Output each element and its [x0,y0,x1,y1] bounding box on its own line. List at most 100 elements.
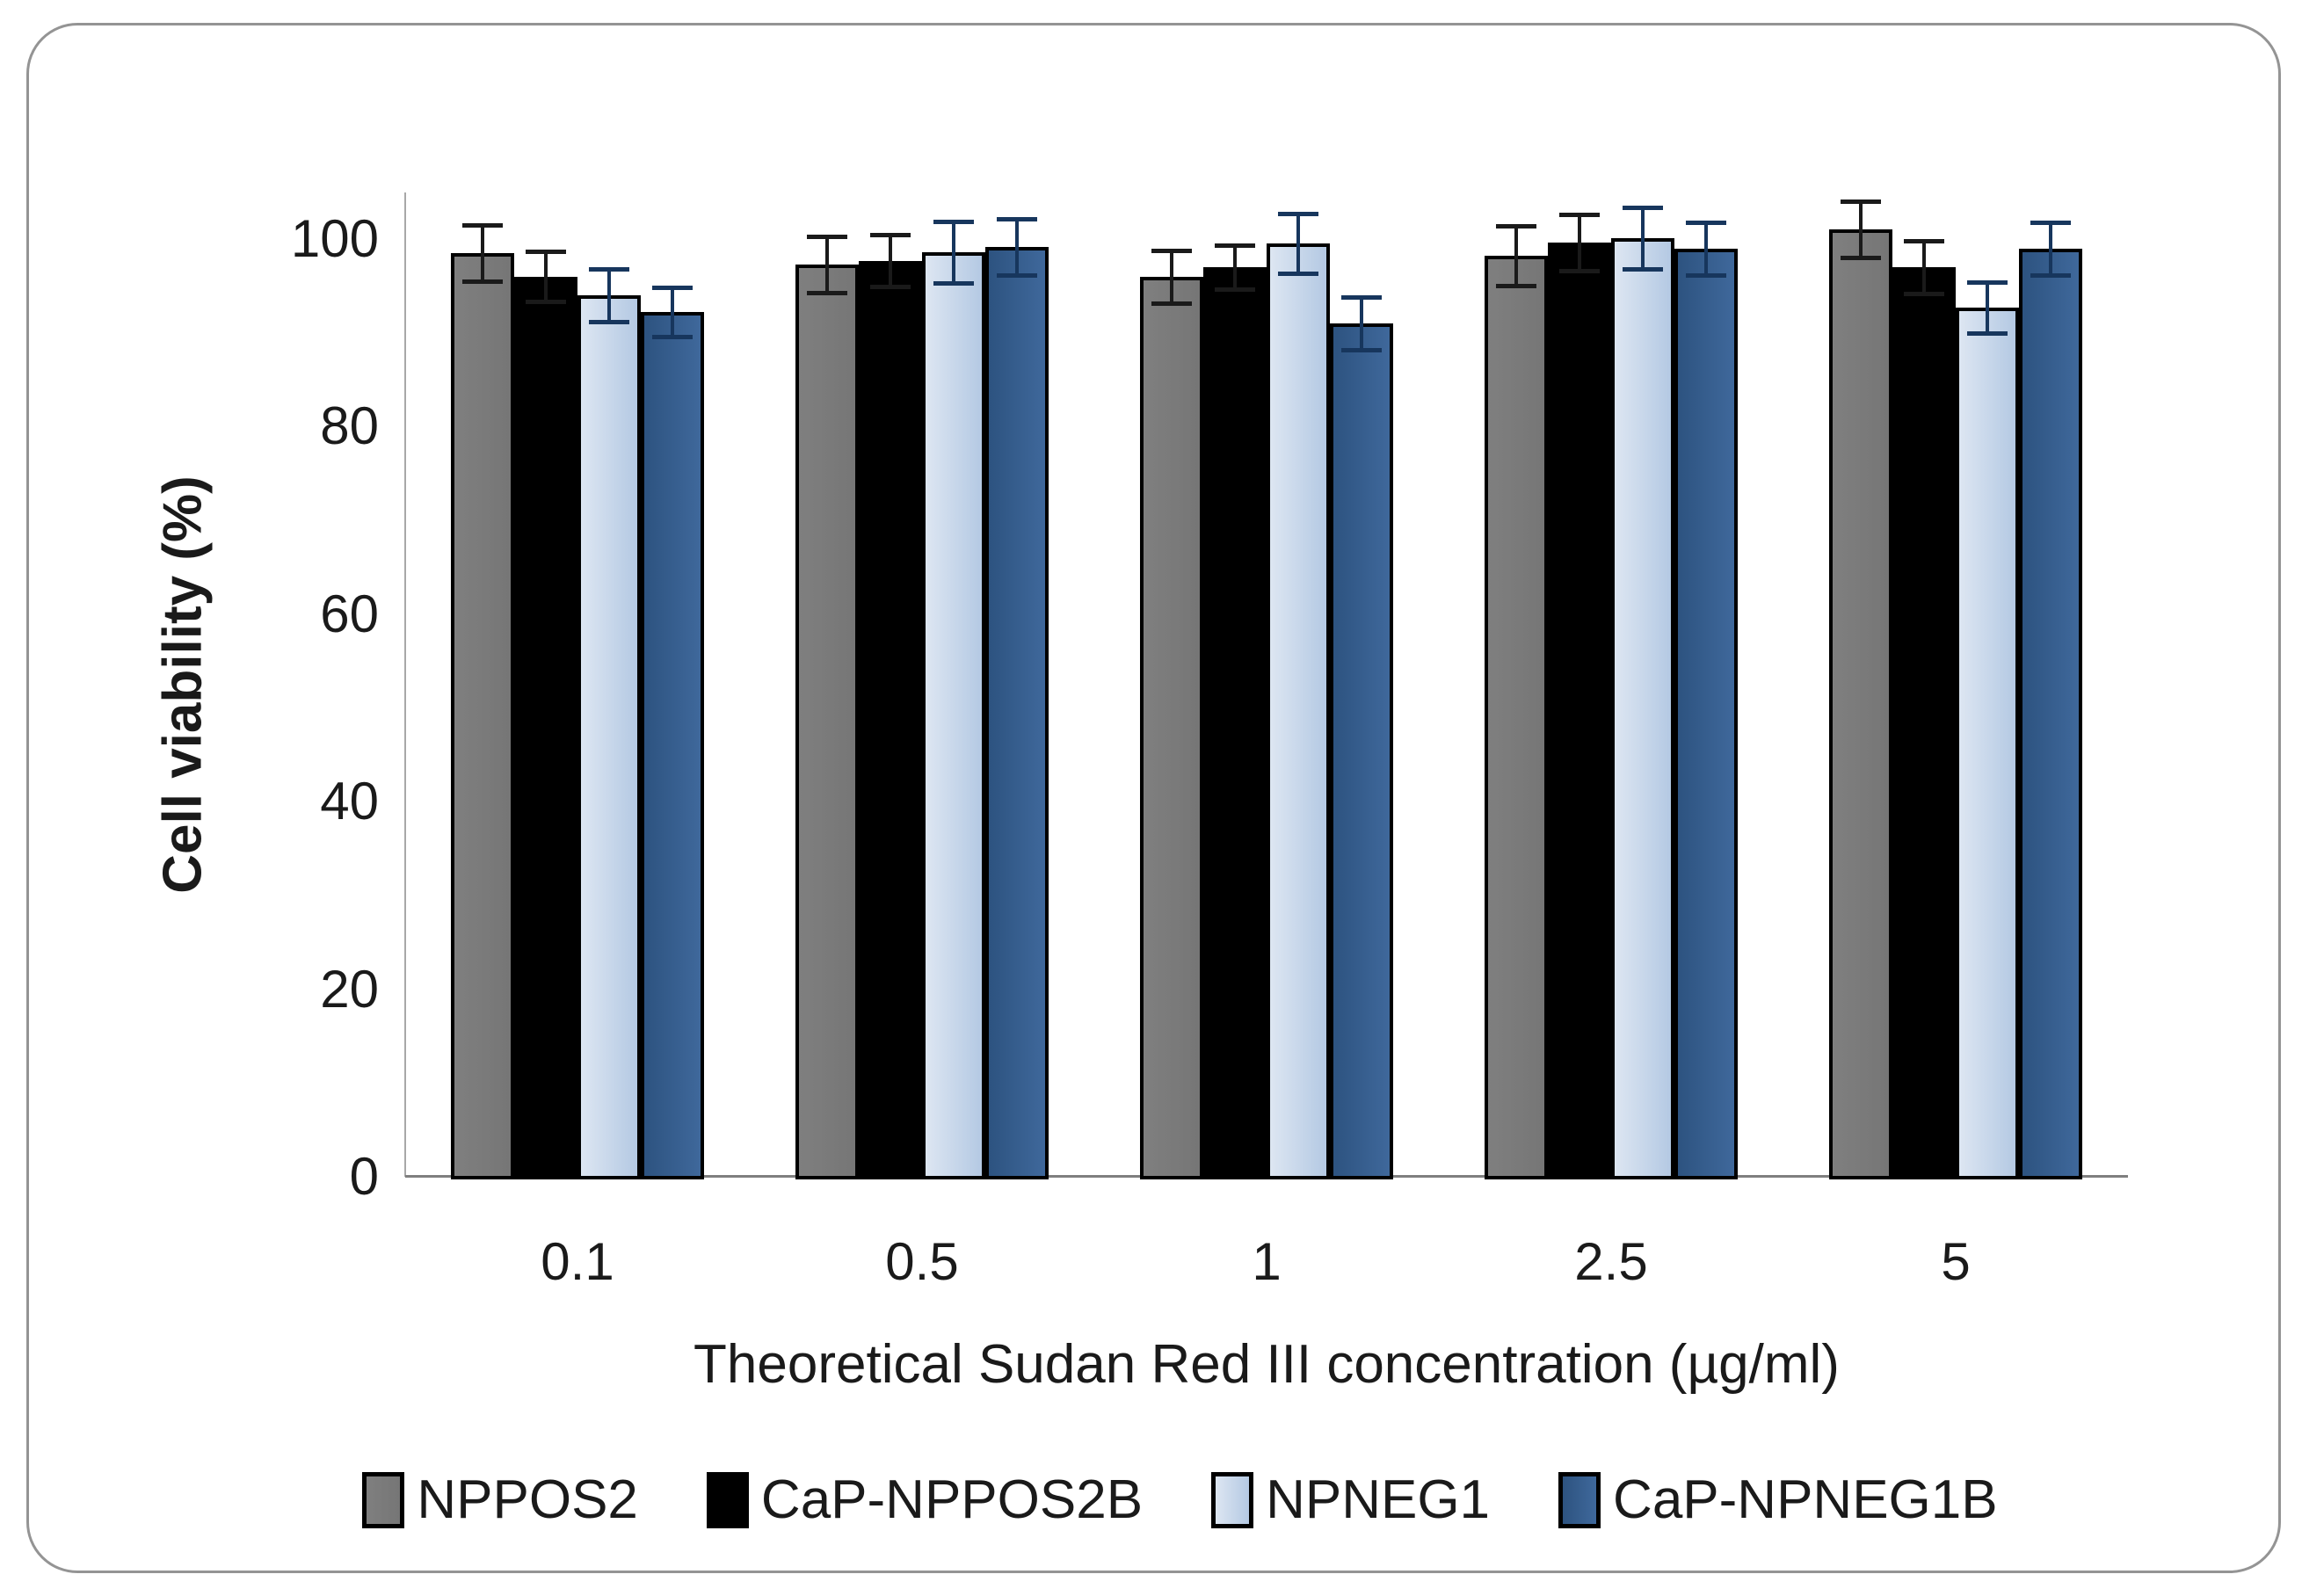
bar-CaP-NPNEG1B-1 [1330,323,1393,1179]
error-bar-cap [2030,220,2071,225]
y-tick-label: 20 [320,959,379,1019]
legend-item-NPPOS2: NPPOS2 [362,1469,638,1531]
error-bar-CaP-NPNEG1B-1 [1360,297,1363,350]
error-bar-cap [1841,256,1881,261]
error-bar-NPPOS2-0.1 [481,224,484,281]
bar-CaP-NPPOS2B-0.5 [859,260,922,1179]
error-bar-cap [1496,284,1536,289]
error-bar-cap [1841,200,1881,205]
error-bar-cap [1623,267,1663,272]
error-bar-cap [1341,347,1382,352]
bar-CaP-NPNEG1B-2.5 [1674,248,1738,1179]
error-bar-NPNEG1-2.5 [1641,207,1645,270]
error-bar-cap [589,267,629,272]
legend-swatch [1558,1471,1601,1528]
y-axis-line [404,192,406,1177]
bar-NPNEG1-2.5 [1611,237,1674,1179]
error-bar-cap [1686,220,1726,225]
legend-swatch [1211,1471,1254,1528]
legend-item-CaP-NPPOS2B: CaP-NPPOS2B [706,1469,1144,1531]
x-tick-label: 0.5 [885,1232,959,1291]
error-bar-cap [2030,272,2071,278]
x-tick-label: 1 [1252,1232,1282,1291]
error-bar-cap [807,234,847,239]
figure-card: Cell viability (%) 100 80 60 40 20 0 0.1 0.5 1 2… [26,23,2281,1573]
error-bar-cap [589,319,629,324]
bar-CaP-NPNEG1B-5 [2019,248,2082,1179]
error-bar-cap [1967,330,2008,336]
error-bar-NPNEG1-1 [1296,214,1300,274]
bar-CaP-NPPOS2B-2.5 [1548,243,1611,1179]
error-bar-CaP-NPNEG1B-0.1 [671,287,674,337]
error-bar-CaP-NPPOS2B-2.5 [1578,214,1581,272]
legend-label: CaP-NPPOS2B [760,1469,1144,1530]
error-bar-NPNEG1-5 [1986,282,1989,333]
error-bar-NPPOS2-5 [1859,201,1863,258]
error-bar-cap [1215,243,1255,249]
error-bar-CaP-NPNEG1B-5 [2049,221,2052,275]
error-bar-cap [1151,301,1192,306]
legend-label: NPPOS2 [417,1469,638,1530]
bar-NPNEG1-1 [1267,243,1330,1179]
error-bar-cap [526,300,566,305]
error-bar-cap [870,285,911,290]
error-bar-cap [1151,248,1192,253]
error-bar-cap [1215,287,1255,292]
y-tick-label: 60 [320,584,379,643]
x-tick-label: 5 [1941,1232,1971,1291]
bar-CaP-NPPOS2B-0.1 [514,276,577,1179]
legend-label: CaP-NPNEG1B [1613,1469,1998,1530]
x-tick-label: 2.5 [1574,1232,1648,1291]
error-bar-cap [1967,280,2008,286]
error-bar-cap [1904,291,1944,296]
error-bar-CaP-NPPOS2B-5 [1922,241,1926,294]
bar-NPPOS2-0.1 [451,253,514,1179]
y-tick-label: 80 [320,396,379,456]
y-tick-label: 0 [349,1147,379,1206]
bar-NPNEG1-5 [1956,307,2019,1179]
error-bar-cap [652,286,693,291]
bar-CaP-NPNEG1B-0.1 [641,312,704,1179]
bar-NPPOS2-2.5 [1485,256,1548,1179]
error-bar-cap [807,290,847,295]
error-bar-cap [1904,239,1944,244]
error-bar-NPPOS2-1 [1170,250,1173,303]
error-bar-cap [997,272,1037,278]
error-bar-NPPOS2-2.5 [1514,226,1518,287]
error-bar-cap [1278,272,1318,277]
error-bar-NPNEG1-0.1 [607,269,611,322]
error-bar-cap [1559,213,1600,218]
error-bar-cap [1623,205,1663,210]
legend-swatch [362,1471,405,1528]
error-bar-cap [1278,212,1318,217]
bar-NPPOS2-0.5 [795,264,859,1179]
error-bar-cap [1496,224,1536,229]
error-bar-CaP-NPNEG1B-2.5 [1704,221,1708,275]
error-bar-cap [1686,272,1726,278]
error-bar-CaP-NPPOS2B-0.1 [544,250,548,302]
legend-swatch [706,1471,749,1528]
bar-CaP-NPPOS2B-1 [1203,267,1267,1179]
error-bar-cap [870,232,911,237]
error-bar-cap [652,334,693,339]
error-bar-cap [933,219,974,224]
error-bar-cap [462,222,503,228]
error-bar-CaP-NPPOS2B-0.5 [889,234,892,287]
bar-CaP-NPNEG1B-0.5 [985,246,1049,1179]
y-tick-label: 40 [320,772,379,831]
error-bar-NPNEG1-0.5 [952,221,955,284]
error-bar-cap [933,281,974,287]
y-axis-title: Cell viability (%) [152,475,214,894]
error-bar-NPPOS2-0.5 [825,236,829,293]
error-bar-cap [1341,295,1382,301]
bar-NPNEG1-0.5 [922,251,985,1179]
error-bar-cap [1559,269,1600,274]
legend-item-CaP-NPNEG1B: CaP-NPNEG1B [1558,1469,1998,1531]
bar-NPNEG1-0.1 [577,295,641,1179]
error-bar-cap [462,279,503,284]
bar-NPPOS2-5 [1829,229,1892,1179]
x-tick-label: 0.1 [541,1232,614,1291]
error-bar-CaP-NPPOS2B-1 [1233,245,1237,289]
legend-label: NPNEG1 [1266,1469,1491,1530]
error-bar-cap [526,249,566,254]
